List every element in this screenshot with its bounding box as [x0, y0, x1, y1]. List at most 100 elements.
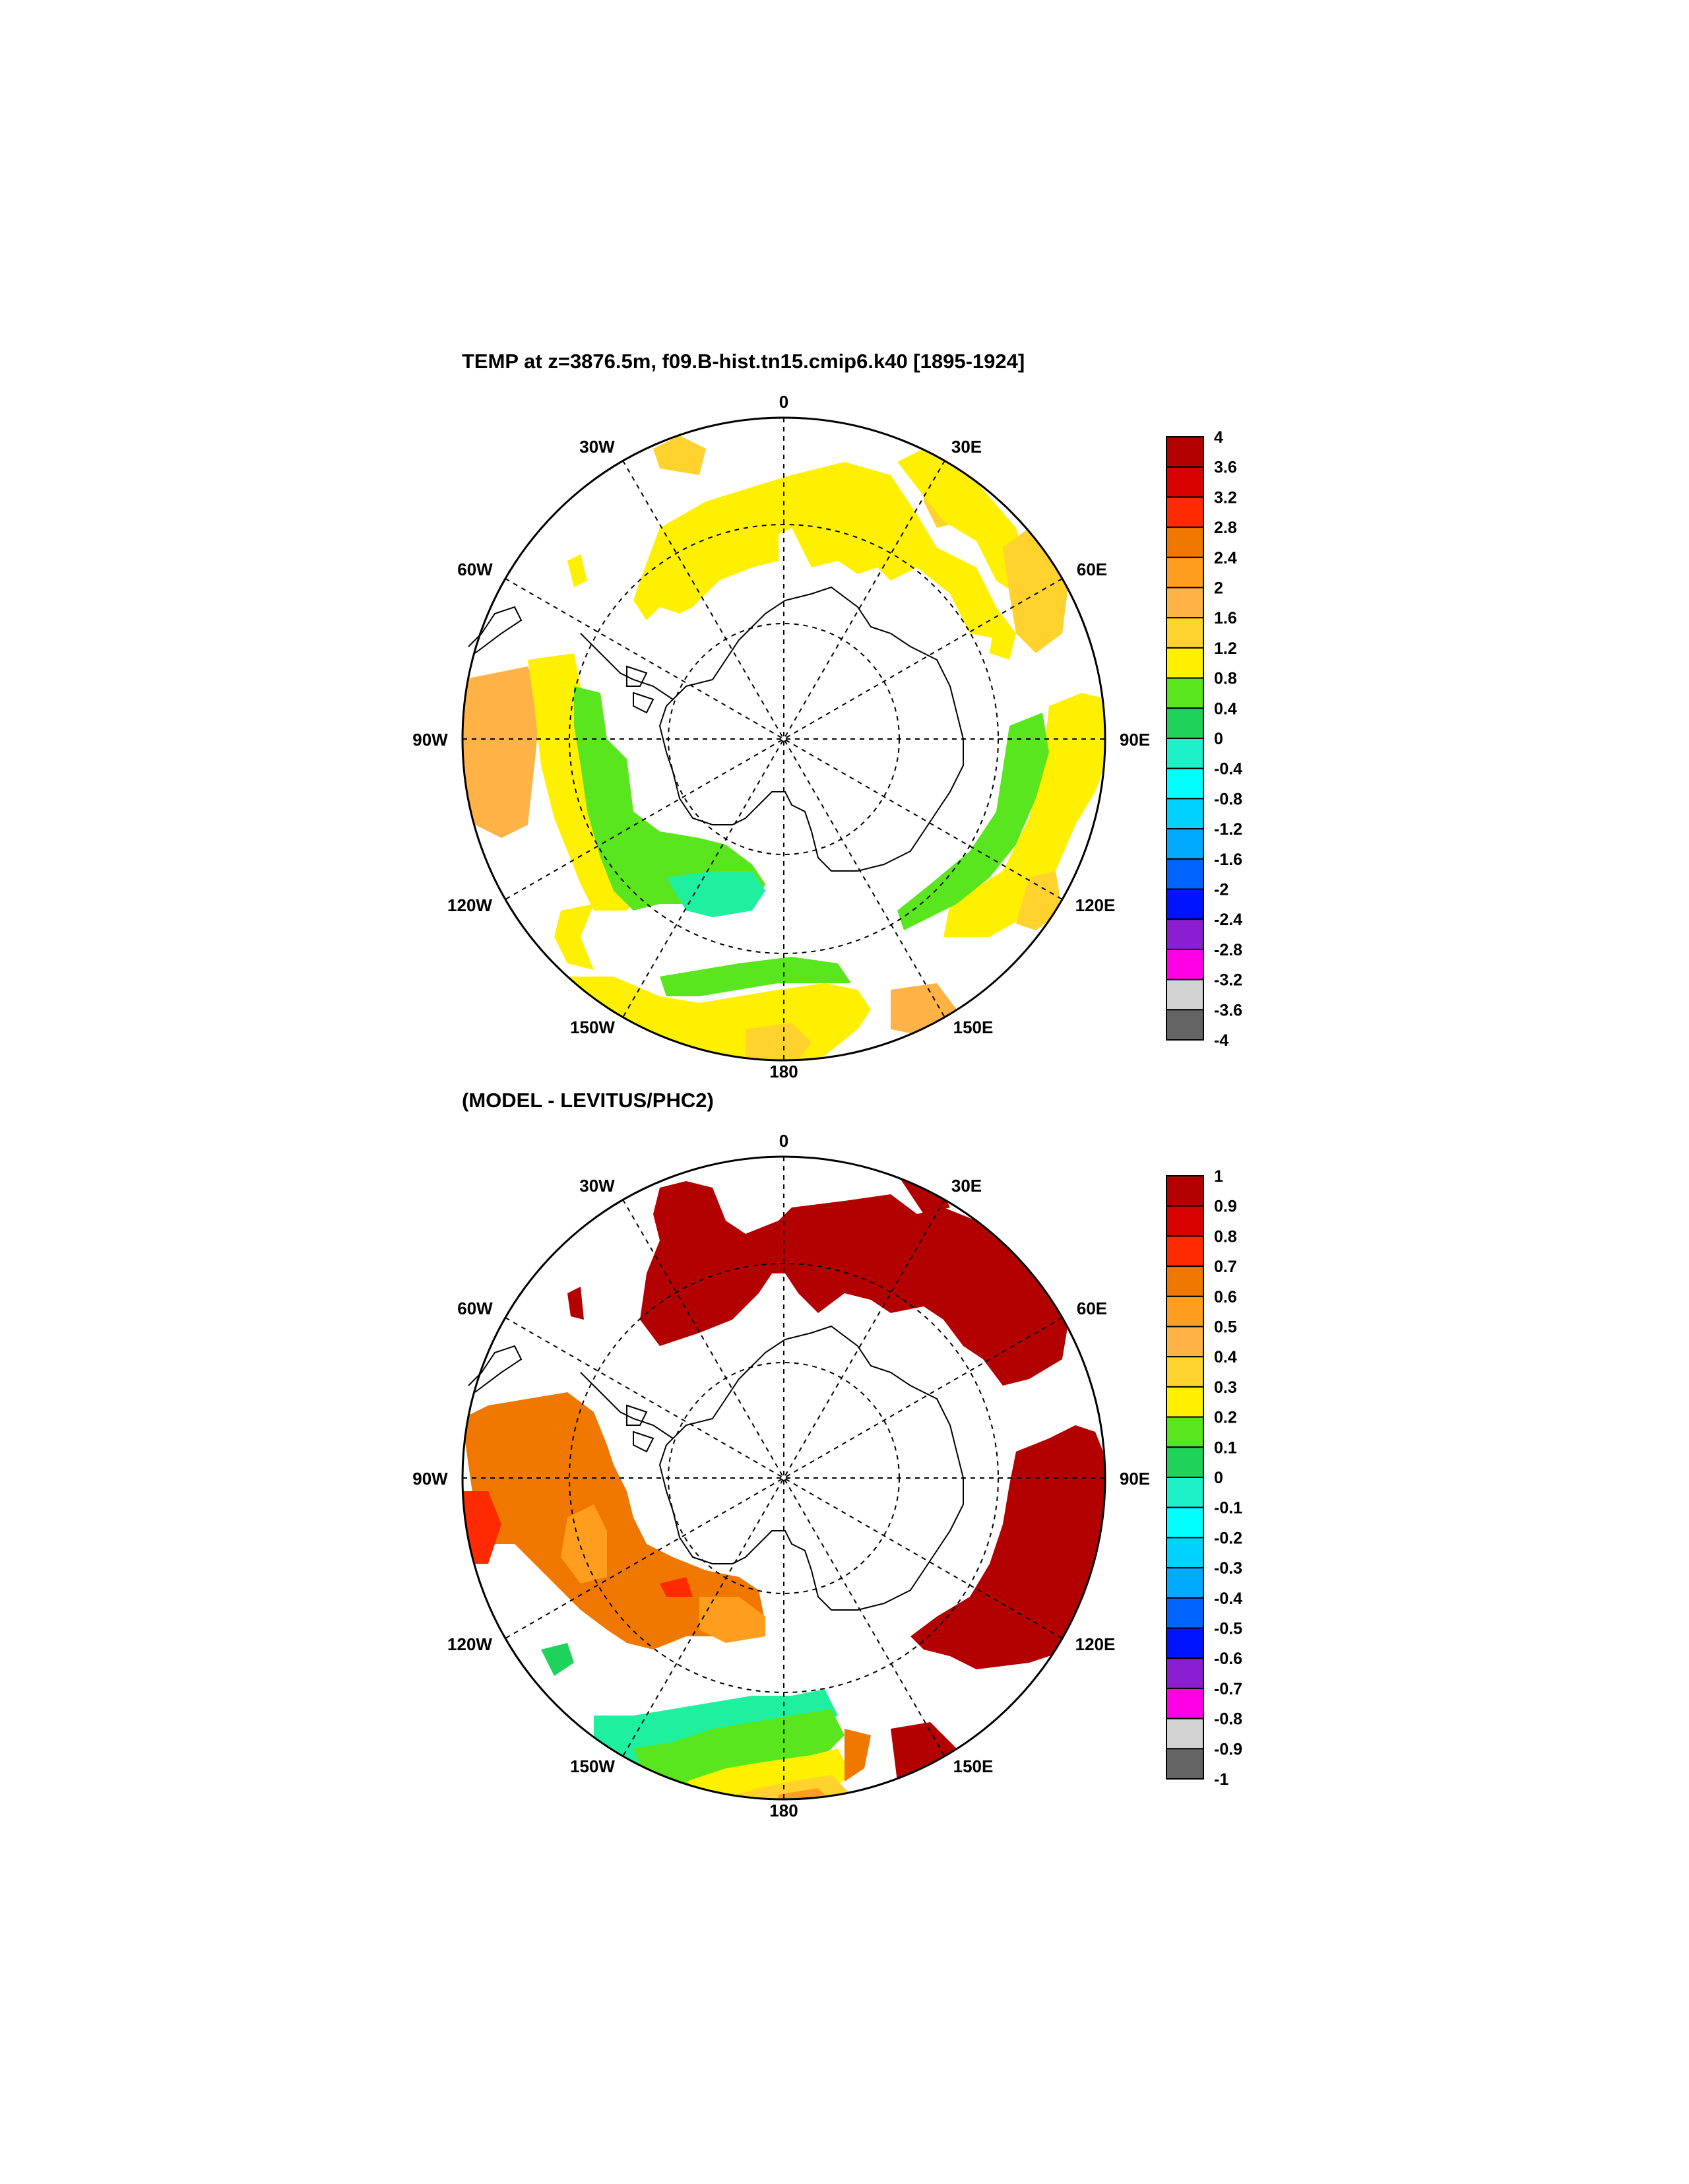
lon-label-90e: 90E	[1120, 730, 1150, 750]
colorbar-label: 1	[1214, 1167, 1223, 1186]
field-region	[746, 1023, 812, 1060]
lon-label-0: 0	[779, 392, 788, 412]
lon-labels-2: 0 30E 60E 90E 120E 150E 180 150W 120W 90…	[412, 1131, 1150, 1820]
field-region	[561, 1504, 607, 1584]
colorbar-swatch	[1166, 1718, 1204, 1750]
field-region	[567, 1287, 584, 1320]
field-region	[574, 686, 765, 917]
colorbar-swatch	[1166, 436, 1204, 468]
field-region	[567, 554, 587, 587]
colorbar-swatch	[1166, 918, 1204, 950]
map-boundary-1	[461, 416, 1106, 1062]
colorbar-swatch	[1166, 587, 1204, 619]
lon-label-90w: 90W	[412, 1469, 448, 1489]
colorbar-swatch	[1166, 1748, 1204, 1780]
colorbar-label: 0.2	[1214, 1409, 1237, 1427]
lon-label-120e: 120E	[1075, 1634, 1116, 1654]
colorbar-swatch	[1166, 888, 1204, 920]
colorbar-swatch	[1166, 1687, 1204, 1719]
colorbar-label: 1.2	[1214, 639, 1237, 658]
colorbar-label: 0.5	[1214, 1318, 1237, 1337]
field-region	[897, 713, 1049, 930]
colorbar-label: -0.8	[1214, 790, 1242, 808]
colorbar-swatch	[1166, 767, 1204, 800]
colorbar-label: -3.6	[1214, 1001, 1242, 1019]
field-region	[554, 904, 594, 970]
colorbar-label: 1.6	[1214, 609, 1237, 627]
colorbar-label: -2	[1214, 881, 1228, 899]
colorbar-label: -2.4	[1214, 911, 1242, 929]
colorbar-label: 0.3	[1214, 1378, 1237, 1397]
colorbar-swatch	[1166, 979, 1204, 1011]
colorbar-label: -1.2	[1214, 820, 1242, 839]
colorbar-swatch	[1166, 1567, 1204, 1599]
colorbar-swatch	[1166, 1326, 1204, 1358]
lon-label-120w: 120W	[447, 1634, 492, 1654]
colorbar-label: 0.8	[1214, 670, 1237, 688]
colorbar-label: -4	[1214, 1031, 1228, 1050]
colorbar-1: 4 3.6 3.2 2.8 2.4 2 1.6 1.2 0.8 0.4 0 -0.4 -0.8 -1.2 -…	[1166, 428, 1242, 1050]
colorbar-swatch	[1166, 707, 1204, 740]
colorbar-swatch	[1166, 948, 1204, 980]
field-region	[653, 435, 706, 475]
colorbar-label: 3.2	[1214, 488, 1237, 507]
colorbar-swatch	[1166, 1295, 1204, 1328]
colorbar-swatch	[1166, 828, 1204, 860]
polar-map-1: 0 30E 60E 90E 120E 150E 180 150W 120W 90…	[412, 392, 1242, 1081]
field-region	[541, 1643, 574, 1676]
colorbar-swatch	[1166, 1597, 1204, 1629]
field-region	[844, 1729, 871, 1782]
colorbar-swatch	[1166, 1175, 1204, 1207]
lon-label-60e: 60E	[1077, 560, 1107, 579]
lon-label-60w: 60W	[457, 560, 493, 579]
lon-label-180: 180	[769, 1062, 798, 1081]
colorbar-label: -0.4	[1214, 1590, 1242, 1608]
lon-label-30w: 30W	[579, 1176, 615, 1196]
south-america-tip	[468, 1345, 523, 1393]
field-region	[640, 1181, 1069, 1386]
colorbar-label: -1.6	[1214, 851, 1242, 869]
lon-label-30e: 30E	[951, 1176, 982, 1196]
colorbar-swatch	[1166, 496, 1204, 529]
colorbar-label: 0.9	[1214, 1198, 1237, 1216]
colorbar-label: 0.8	[1214, 1227, 1237, 1246]
lon-label-90w: 90W	[412, 730, 448, 750]
lon-labels-1: 0 30E 60E 90E 120E 150E 180 150W 120W 90…	[412, 392, 1150, 1081]
field-region	[462, 1491, 501, 1564]
field-region	[462, 1392, 765, 1650]
colorbar-label: 0.1	[1214, 1438, 1237, 1457]
colorbar-label: 2.4	[1214, 549, 1237, 567]
colorbar-label: 0	[1214, 1469, 1223, 1487]
colorbar-swatch	[1166, 1266, 1204, 1297]
field-region	[633, 462, 1003, 640]
colorbar-label: -2.8	[1214, 941, 1242, 959]
lon-label-90e: 90E	[1120, 1469, 1150, 1489]
lon-label-0: 0	[779, 1131, 788, 1151]
colorbar-swatch	[1166, 1657, 1204, 1689]
colorbar-label: -3.2	[1214, 971, 1242, 990]
colorbar-swatch	[1166, 1506, 1204, 1539]
colorbar-label: 0.4	[1214, 1348, 1237, 1366]
south-america-tip	[468, 606, 523, 654]
graticule-2	[462, 1157, 1105, 1799]
colorbar-label: -0.7	[1214, 1680, 1242, 1698]
colorbar-swatch	[1166, 1386, 1204, 1418]
colorbar-swatch	[1166, 617, 1204, 649]
colorbar-label: -0.5	[1214, 1620, 1242, 1638]
lon-label-150w: 150W	[570, 1756, 615, 1776]
colorbar-label: -0.4	[1214, 760, 1242, 779]
colorbar-label: -1	[1214, 1770, 1228, 1789]
lon-label-60w: 60W	[457, 1299, 493, 1318]
colorbar-swatch	[1166, 1235, 1204, 1268]
colorbar-swatch	[1166, 1477, 1204, 1508]
map-boundary-2	[461, 1155, 1106, 1801]
field-region	[943, 693, 1105, 937]
field-region	[910, 1425, 1105, 1669]
colorbar-label: 4	[1214, 428, 1223, 447]
field-region	[581, 1194, 594, 1214]
lon-label-30e: 30E	[951, 437, 982, 457]
island-outline	[626, 665, 654, 714]
colorbar-swatch	[1166, 647, 1204, 679]
peninsula-coastline	[580, 633, 674, 700]
colorbar-label: -0.8	[1214, 1710, 1242, 1729]
